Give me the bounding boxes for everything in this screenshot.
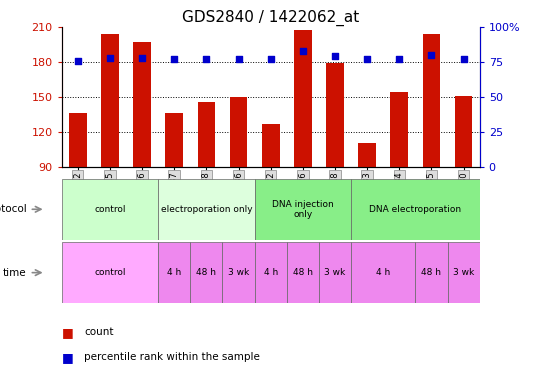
Bar [101,34,119,167]
Text: electroporation only: electroporation only [161,205,252,214]
Bar [319,242,351,303]
Bar [262,124,280,167]
Point [363,56,371,62]
Text: time: time [3,268,27,278]
Text: DNA electroporation: DNA electroporation [369,205,461,214]
Bar [423,34,441,167]
Bar [230,97,248,167]
Bar [165,113,183,167]
Text: control: control [94,205,125,214]
Text: 3 wk: 3 wk [228,268,249,277]
Bar [255,242,287,303]
Point [427,52,436,58]
Text: ■: ■ [62,351,73,364]
Bar [294,30,311,167]
Point [202,56,211,62]
Bar [255,179,351,240]
Bar [359,142,376,167]
Bar [158,179,255,240]
Text: DNA injection
only: DNA injection only [272,200,334,219]
Text: count: count [84,327,114,337]
Text: 3 wk: 3 wk [453,268,474,277]
Text: control: control [94,268,125,277]
Point [459,56,468,62]
Text: 48 h: 48 h [293,268,313,277]
Bar [69,113,87,167]
Bar [222,242,255,303]
Point [73,58,82,64]
Text: 3 wk: 3 wk [324,268,346,277]
Point [234,56,243,62]
Title: GDS2840 / 1422062_at: GDS2840 / 1422062_at [182,9,359,25]
Text: 48 h: 48 h [421,268,442,277]
Point [106,55,114,61]
Point [395,56,404,62]
Point [266,56,275,62]
Bar [62,242,158,303]
Text: 48 h: 48 h [196,268,217,277]
Bar [190,242,222,303]
Bar [390,92,408,167]
Bar [133,42,151,167]
Text: 4 h: 4 h [167,268,181,277]
Bar [158,242,190,303]
Bar [198,102,215,167]
Bar [287,242,319,303]
Point [299,48,307,54]
Point [170,56,178,62]
Text: percentile rank within the sample: percentile rank within the sample [84,352,260,362]
Text: 4 h: 4 h [376,268,390,277]
Bar [326,63,344,167]
Bar [62,179,158,240]
Bar [455,96,473,167]
Bar [448,242,480,303]
Text: protocol: protocol [0,204,27,214]
Bar [415,242,448,303]
Bar [351,179,480,240]
Bar [351,242,415,303]
Text: ■: ■ [62,326,73,339]
Point [331,53,339,60]
Point [138,55,146,61]
Text: 4 h: 4 h [264,268,278,277]
